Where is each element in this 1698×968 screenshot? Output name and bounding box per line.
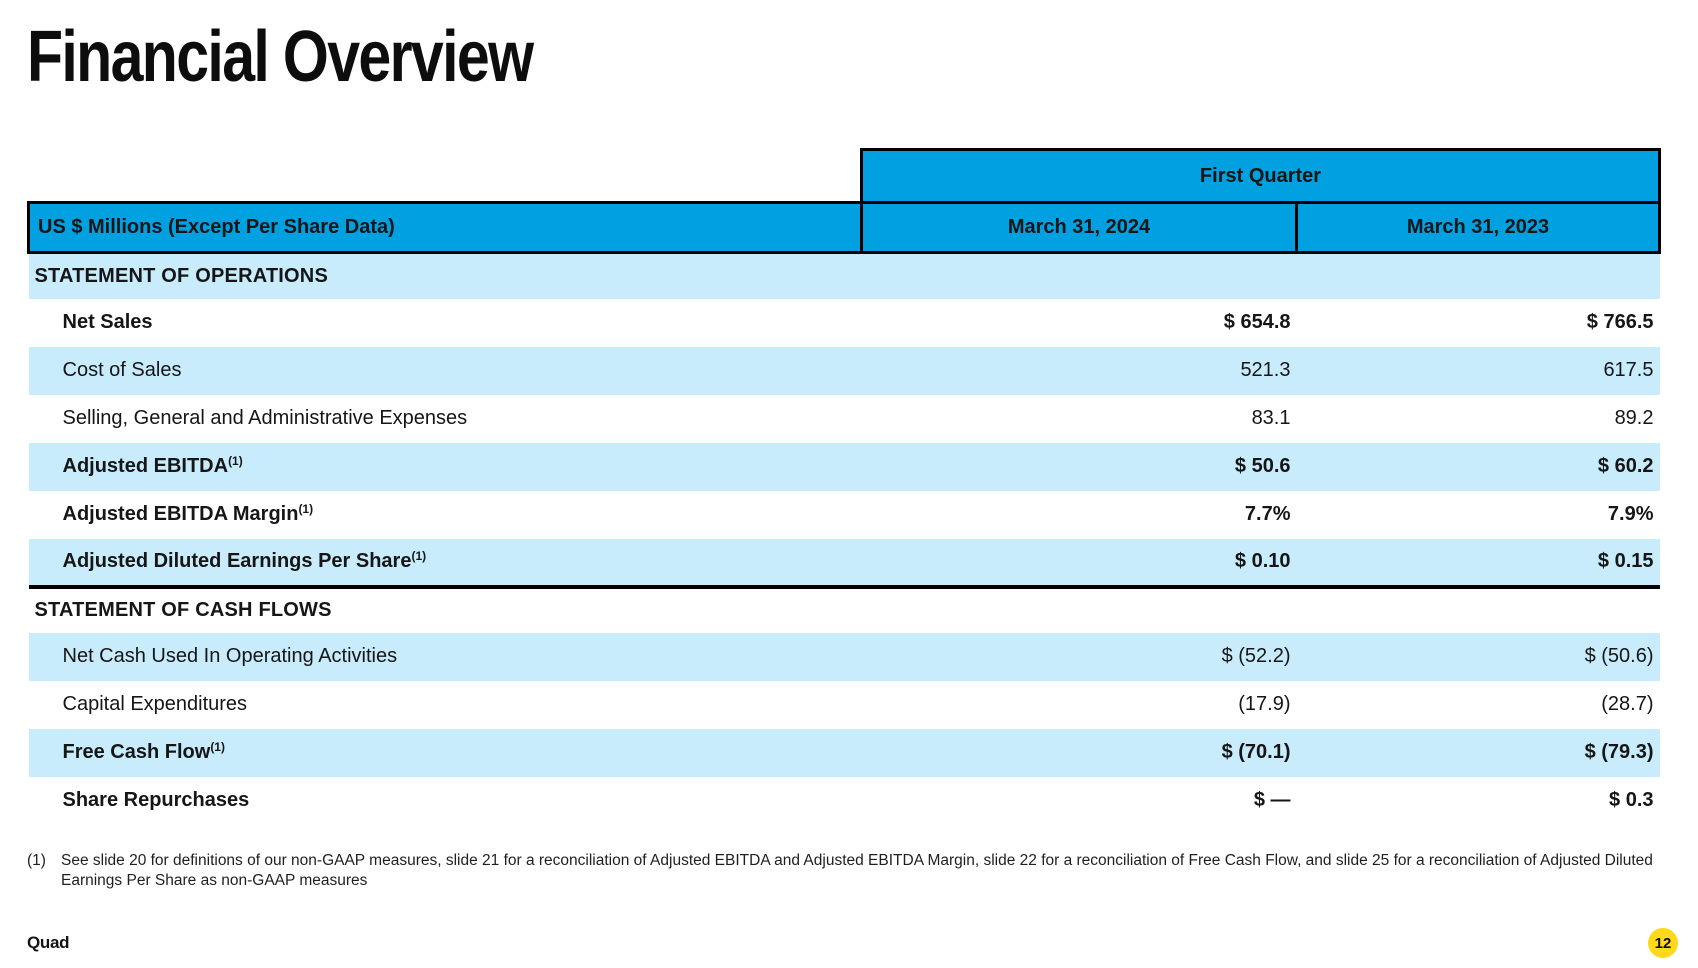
row-value-2023: $ 766.5 [1586, 311, 1654, 333]
section-row-cash-flows: STATEMENT OF CASH FLOWS [28, 584, 1660, 633]
first-quarter-header: First Quarter [860, 148, 1661, 204]
row-value-2023: 7.9% [1607, 503, 1654, 525]
row-value-2023: $ 60.2 [1296, 442, 1660, 491]
table-row-capital-expenditures: Capital Expenditures (17.9) (28.7) [29, 681, 1660, 729]
footnote-reference: (1) [411, 549, 427, 563]
slide-footer: Quad 12 [27, 928, 1678, 958]
row-label: Free Cash Flow(1) [28, 728, 862, 777]
row-value-2023: $ 0.15 [1296, 538, 1660, 587]
row-label-text: Adjusted EBITDA Margin [62, 503, 299, 525]
row-label: Adjusted EBITDA Margin(1) [29, 491, 862, 539]
footnote-marker: (1) [27, 851, 46, 869]
section-label: STATEMENT OF OPERATIONS [28, 252, 1660, 299]
table-row-cost-of-sales: Cost of Sales 521.3 617.5 [28, 346, 1660, 395]
section-label: STATEMENT OF CASH FLOWS [28, 584, 1660, 633]
row-value-2023: 89.2 [1614, 407, 1654, 429]
footnote: (1) See slide 20 for definitions of our … [27, 851, 1675, 893]
row-value-2023: $ (79.3) [1296, 728, 1660, 777]
row-label-text: Cost of Sales [62, 359, 182, 381]
row-label-text: Adjusted Diluted Earnings Per Share [62, 550, 412, 572]
corner-header: US $ Millions (Except Per Share Data) [27, 201, 863, 254]
row-label-text: Adjusted EBITDA [62, 455, 229, 477]
row-value-2024: $ (70.1) [861, 728, 1297, 777]
row-label-text: Selling, General and Administrative Expe… [62, 407, 468, 429]
row-value-2023: $ (50.6) [1296, 632, 1660, 681]
table-row-share-repurchases: Share Repurchases $ — $ 0.3 [29, 777, 1660, 825]
table-row-adjusted-ebitda: Adjusted EBITDA(1) $ 50.6 $ 60.2 [28, 442, 1660, 491]
row-label-text: Net Sales [62, 311, 153, 333]
row-label: Adjusted EBITDA(1) [28, 442, 862, 491]
row-label-text: Net Cash Used In Operating Activities [62, 645, 398, 667]
brand-logo: Quad [27, 933, 70, 952]
row-value-2024: 83.1 [1251, 407, 1291, 429]
row-label-text: Share Repurchases [62, 789, 250, 811]
row-value-2024: $ 654.8 [1223, 311, 1291, 333]
table-header-span-row: First Quarter [29, 148, 1661, 204]
footnote-reference: (1) [228, 454, 243, 468]
row-value-2024: $ 50.6 [861, 442, 1297, 491]
table-row-net-sales: Net Sales $ 654.8 $ 766.5 [29, 299, 1660, 347]
table-row-sga-expenses: Selling, General and Administrative Expe… [29, 395, 1660, 443]
row-value-2024: (17.9) [1238, 693, 1291, 715]
row-value-2023: (28.7) [1601, 693, 1654, 715]
row-label-text: Free Cash Flow [62, 741, 211, 763]
row-value-2024: 7.7% [1244, 503, 1291, 525]
col-header-2024: March 31, 2024 [860, 201, 1298, 254]
table-row-net-cash-operating: Net Cash Used In Operating Activities $ … [28, 632, 1660, 681]
footnote-reference: (1) [210, 740, 225, 754]
page-title: Financial Overview [27, 17, 534, 97]
footnote-text: See slide 20 for definitions of our non-… [61, 851, 1653, 890]
table-header-dates-row: US $ Millions (Except Per Share Data) Ma… [27, 201, 1661, 254]
table-row-adjusted-ebitda-margin: Adjusted EBITDA Margin(1) 7.7% 7.9% [29, 491, 1660, 539]
financial-table: First Quarter US $ Millions (Except Per … [27, 148, 1661, 825]
table-row-adjusted-diluted-eps: Adjusted Diluted Earnings Per Share(1) $… [28, 538, 1660, 587]
row-value-2024: $ (52.2) [861, 632, 1297, 681]
row-label: Cost of Sales [28, 346, 862, 395]
row-value-2024: $ — [1253, 789, 1291, 811]
row-value-2023: 617.5 [1296, 346, 1660, 395]
row-value-2024: 521.3 [861, 346, 1297, 395]
row-label: Share Repurchases [29, 777, 862, 825]
row-value-2024: $ 0.10 [861, 538, 1297, 587]
section-row-operations: STATEMENT OF OPERATIONS [28, 252, 1660, 299]
row-label: Net Cash Used In Operating Activities [28, 632, 862, 681]
row-label-text: Capital Expenditures [62, 693, 248, 715]
row-label: Selling, General and Administrative Expe… [29, 395, 862, 443]
row-label: Capital Expenditures [29, 681, 862, 729]
row-label: Net Sales [29, 299, 862, 347]
footnote-reference: (1) [298, 502, 314, 516]
col-header-2023: March 31, 2023 [1295, 201, 1661, 254]
header-spacer-cell [29, 150, 862, 203]
page-number-badge: 12 [1648, 928, 1678, 958]
row-value-2023: $ 0.3 [1609, 789, 1654, 811]
table-row-free-cash-flow: Free Cash Flow(1) $ (70.1) $ (79.3) [28, 728, 1660, 777]
row-label: Adjusted Diluted Earnings Per Share(1) [28, 538, 862, 587]
